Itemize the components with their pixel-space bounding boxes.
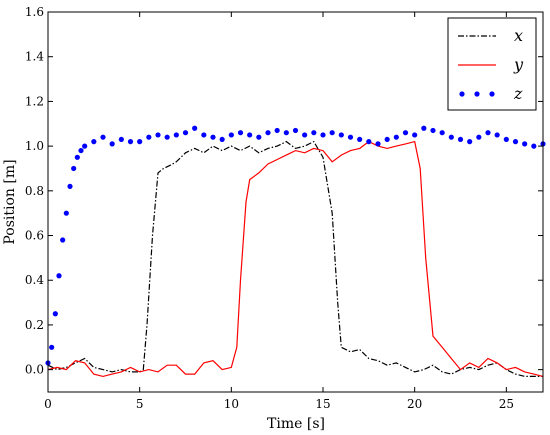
x-tick-label: 5 xyxy=(136,397,144,411)
series-z-point xyxy=(91,139,97,145)
series-z-point xyxy=(402,130,409,136)
series-z-point xyxy=(274,127,280,134)
legend-marker-z xyxy=(459,91,465,97)
series-z-point xyxy=(210,134,216,140)
series-z-point xyxy=(109,141,115,147)
y-axis-label: Position [m] xyxy=(2,159,18,244)
y-tick-label: 0.4 xyxy=(25,273,44,287)
series-z-point xyxy=(366,139,372,145)
x-tick-label: 0 xyxy=(44,397,52,411)
y-tick-label: 1.6 xyxy=(25,5,44,19)
series-z-point xyxy=(63,210,69,216)
series-z-point xyxy=(522,141,528,147)
series-z-point xyxy=(448,134,454,140)
series-y-line xyxy=(47,140,544,378)
series-z-point xyxy=(320,132,326,138)
series-layer xyxy=(45,125,546,378)
series-z-point xyxy=(531,143,537,149)
plot-frame xyxy=(47,11,544,393)
series-z-point xyxy=(247,132,253,138)
series-z-point xyxy=(137,139,143,145)
legend-marker-z xyxy=(474,91,480,97)
series-z-point xyxy=(56,273,62,279)
series-z-point xyxy=(476,134,482,140)
series-z-point xyxy=(192,125,198,131)
series-z-point xyxy=(60,237,66,243)
series-z-point xyxy=(67,183,73,189)
series-z-point xyxy=(82,143,88,149)
legend-marker-z xyxy=(489,91,495,97)
series-z-point xyxy=(329,130,335,136)
series-z-point xyxy=(164,134,170,140)
series-z-point xyxy=(494,132,500,138)
series-z-point xyxy=(412,132,418,138)
legend-items: xyz xyxy=(458,26,524,103)
ticks-layer: 0 5 10 15 20 25 0.0 0.2 0.4 0.6 0.8 1.0 1.2 1.4 1.6 xyxy=(25,5,543,411)
series-z-point xyxy=(127,139,134,145)
series-z-point xyxy=(302,132,308,138)
y-tick-label: 0.2 xyxy=(25,318,44,332)
series-z-point xyxy=(237,130,244,136)
series-z-point xyxy=(173,132,179,138)
series-z-point xyxy=(146,134,152,140)
series-z-point xyxy=(201,132,207,138)
legend: xyz xyxy=(447,17,537,111)
series-z-point xyxy=(375,141,381,147)
series-z-point xyxy=(467,139,473,145)
y-tick-label: 1.0 xyxy=(25,139,44,153)
series-z-point xyxy=(430,127,436,134)
series-z-point xyxy=(219,136,225,143)
series-z-point xyxy=(155,132,161,138)
series-z-point xyxy=(49,344,55,350)
series-z-point xyxy=(71,165,77,172)
series-z-point xyxy=(100,134,106,140)
series-z-point xyxy=(347,134,354,140)
series-z-point xyxy=(292,127,299,134)
series-z-point xyxy=(357,136,363,143)
series-z-point xyxy=(512,139,519,145)
y-tick-label: 1.2 xyxy=(25,94,44,108)
series-z-point xyxy=(503,136,509,143)
y-tick-label: 0.6 xyxy=(25,229,44,243)
series-z-point xyxy=(256,134,262,140)
series-z-point xyxy=(384,136,390,143)
y-tick-label: 0.8 xyxy=(25,184,44,198)
x-tick-label: 10 xyxy=(224,397,239,411)
series-z-point xyxy=(421,125,427,131)
series-z-point xyxy=(228,132,234,138)
series-z-point xyxy=(485,130,491,136)
x-tick-label: 25 xyxy=(499,397,514,411)
legend-label-y: y xyxy=(513,55,524,74)
legend-label-z: z xyxy=(513,84,523,103)
y-tick-label: 1.4 xyxy=(25,50,44,64)
series-z-point xyxy=(457,136,464,143)
x-tick-label: 15 xyxy=(315,397,330,411)
legend-label-x: x xyxy=(514,26,523,45)
y-tick-label: 0.0 xyxy=(25,363,44,377)
series-z-point xyxy=(118,136,124,143)
series-z-point xyxy=(182,130,189,136)
series-x-line xyxy=(47,140,543,377)
series-z-point xyxy=(338,132,344,138)
series-z-point xyxy=(311,130,317,136)
series-z-point xyxy=(283,130,289,136)
series-z-point xyxy=(265,130,271,136)
series-z-point xyxy=(52,311,58,317)
series-z-point xyxy=(393,134,399,140)
x-axis-label: Time [s] xyxy=(267,416,325,432)
series-z-point xyxy=(439,130,445,136)
series-z-point xyxy=(78,147,84,154)
x-tick-label: 20 xyxy=(407,397,422,411)
series-z-point xyxy=(74,154,80,160)
